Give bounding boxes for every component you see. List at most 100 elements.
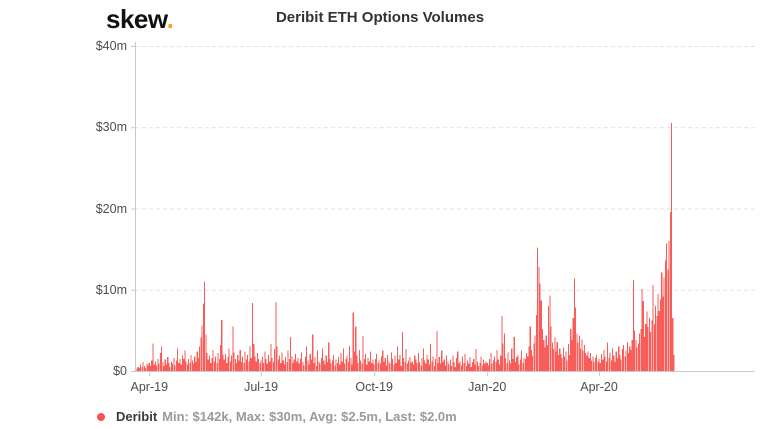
volume-bar [345, 358, 347, 371]
volume-bar [392, 358, 394, 371]
volume-bar [511, 348, 513, 371]
volume-bar [616, 358, 619, 371]
volume-bar [302, 362, 304, 371]
volume-bar [242, 356, 244, 372]
volume-bar [255, 361, 257, 371]
volume-bar [142, 362, 144, 371]
volume-bar [136, 368, 138, 371]
volume-bar [169, 366, 171, 371]
volume-bar [458, 363, 460, 371]
volume-bar [221, 319, 223, 371]
volume-bar [661, 272, 663, 371]
volume-bar [656, 315, 658, 371]
volume-bar [234, 358, 236, 371]
volume-bar [505, 358, 507, 371]
volume-bar [183, 358, 185, 371]
volume-bar [512, 358, 514, 371]
volume-bar [550, 326, 552, 371]
volume-bar [211, 358, 213, 371]
volume-bar [519, 359, 521, 372]
volume-bar [231, 355, 233, 371]
volume-bar [492, 360, 494, 371]
volume-bar [157, 358, 159, 371]
volume-bar [222, 354, 224, 371]
volume-bar [570, 328, 572, 371]
volume-bar [503, 333, 505, 372]
volume-bar [669, 211, 671, 371]
volume-bar [333, 354, 335, 371]
volume-bar [276, 346, 278, 372]
volume-bar [482, 359, 485, 372]
volume-bar [592, 356, 594, 372]
volume-bar [138, 367, 141, 371]
volume-bar [631, 340, 633, 372]
volume-bar [184, 350, 186, 371]
volume-bar [331, 360, 333, 371]
volume-bar [405, 349, 407, 371]
volume-bar [416, 362, 418, 372]
volume-bar [564, 356, 566, 372]
volume-bar [476, 361, 478, 371]
volume-bar [535, 314, 537, 371]
volume-bar [614, 362, 616, 371]
volume-bar [178, 362, 180, 372]
volume-bar [326, 362, 329, 371]
volume-bar [664, 260, 666, 371]
volume-bar [496, 349, 498, 372]
volume-bar [522, 362, 524, 372]
volume-bar [146, 363, 148, 371]
volume-bar [261, 356, 263, 372]
volume-bar [525, 353, 528, 372]
volume-bar [455, 358, 458, 371]
volume-bar [382, 350, 384, 371]
y-axis-label: $20m [95, 201, 127, 216]
volume-bar [277, 359, 279, 372]
volume-bar [640, 328, 642, 371]
volume-bar [437, 362, 439, 372]
volume-bar [253, 344, 255, 371]
x-axis-label: Jul-19 [244, 380, 279, 394]
volume-bar [274, 349, 276, 371]
volume-bar [205, 334, 207, 371]
volume-bar [583, 345, 585, 371]
volume-bar [296, 361, 298, 371]
volume-bar [408, 360, 410, 371]
volume-bar [371, 362, 373, 372]
volume-bar [427, 359, 429, 372]
volume-bar [516, 357, 518, 371]
volume-bar [358, 349, 360, 372]
volume-bar [223, 359, 225, 372]
volume-bar [573, 278, 576, 372]
volume-bar [377, 362, 379, 372]
volume-bar [159, 353, 161, 372]
volume-bar [281, 352, 283, 371]
volume-bar [240, 362, 242, 371]
volume-bar [652, 284, 654, 372]
volume-bar [576, 333, 578, 372]
volume-bar [420, 365, 422, 371]
volume-bar [454, 366, 456, 371]
volume-bar [571, 340, 573, 372]
volume-bar [634, 330, 636, 372]
volume-bar [657, 293, 659, 371]
y-axis-label: $40m [95, 39, 127, 53]
volume-bar [507, 352, 509, 371]
volume-bar [263, 362, 265, 372]
volume-bar [406, 363, 408, 371]
volume-bar [621, 349, 623, 371]
volume-bar [414, 355, 416, 371]
volume-bar [318, 361, 320, 371]
volume-bar [443, 359, 445, 372]
volume-bar [521, 350, 523, 371]
volume-bar [208, 355, 211, 371]
x-axis-label: Apr-19 [130, 380, 169, 394]
volume-bar [648, 318, 650, 371]
volume-bar [494, 356, 496, 372]
volume-bar [424, 360, 426, 371]
volume-bar [448, 364, 450, 371]
volume-bar [670, 123, 673, 371]
volume-bar [615, 351, 617, 371]
volume-bar [426, 354, 428, 371]
